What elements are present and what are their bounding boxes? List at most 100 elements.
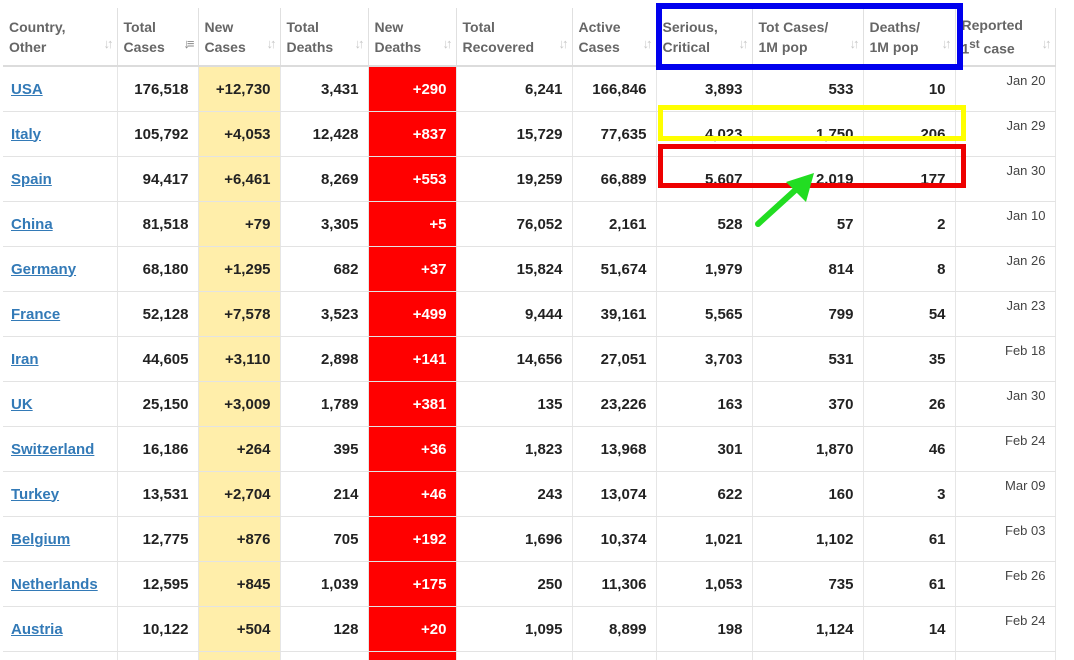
header-serious-critical[interactable]: Serious,Critical↓↑ bbox=[656, 8, 752, 66]
total-deaths-cell: 705 bbox=[280, 517, 368, 562]
sort-icon[interactable]: ↓↑ bbox=[559, 34, 566, 54]
new-cases-cell: +7,578 bbox=[198, 292, 280, 337]
active-cases-cell: 13,074 bbox=[572, 472, 656, 517]
country-link[interactable]: Netherlands bbox=[11, 576, 98, 593]
sort-icon[interactable]: ↓↑ bbox=[643, 34, 650, 54]
deaths-per-1m-cell: 206 bbox=[863, 112, 955, 157]
country-cell: USA bbox=[3, 66, 117, 112]
total-cases-cell: 12,595 bbox=[117, 562, 198, 607]
sort-desc-icon[interactable]: ↓≡ bbox=[183, 34, 191, 54]
total-recovered-cell bbox=[456, 652, 572, 660]
new-cases-cell: +845 bbox=[198, 562, 280, 607]
deaths-per-1m-cell: 54 bbox=[863, 292, 955, 337]
country-cell: Spain bbox=[3, 157, 117, 202]
deaths-per-1m-cell: 26 bbox=[863, 382, 955, 427]
country-link[interactable]: China bbox=[11, 216, 53, 233]
deaths-per-1m-cell: 46 bbox=[863, 427, 955, 472]
total-cases-cell: 44,605 bbox=[117, 337, 198, 382]
reported-first-case-cell: Feb 26 bbox=[955, 562, 1055, 607]
total-cases-cell: 16,186 bbox=[117, 427, 198, 472]
sort-icon[interactable]: ↓↑ bbox=[355, 34, 362, 54]
serious-critical-cell bbox=[656, 652, 752, 660]
total-recovered-cell: 15,824 bbox=[456, 247, 572, 292]
country-link[interactable]: USA bbox=[11, 81, 43, 98]
new-deaths-cell: +36 bbox=[368, 427, 456, 472]
header-tot-cases-per-1m[interactable]: Tot Cases/1M pop↓↑ bbox=[752, 8, 863, 66]
country-link[interactable]: Italy bbox=[11, 126, 41, 143]
sort-icon[interactable]: ↓↑ bbox=[850, 34, 857, 54]
total-recovered-cell: 19,259 bbox=[456, 157, 572, 202]
new-cases-cell: +3,009 bbox=[198, 382, 280, 427]
header-deaths-per-1m[interactable]: Deaths/1M pop↓↑ bbox=[863, 8, 955, 66]
new-deaths-cell: +381 bbox=[368, 382, 456, 427]
tot-cases-per-1m-cell bbox=[752, 652, 863, 660]
active-cases-cell: 39,161 bbox=[572, 292, 656, 337]
country-link[interactable]: Switzerland bbox=[11, 441, 94, 458]
country-cell bbox=[3, 652, 117, 660]
total-deaths-cell: 682 bbox=[280, 247, 368, 292]
country-link[interactable]: Iran bbox=[11, 351, 39, 368]
sort-icon[interactable]: ↓↑ bbox=[443, 34, 450, 54]
country-link[interactable]: UK bbox=[11, 396, 33, 413]
deaths-per-1m-cell: 61 bbox=[863, 517, 955, 562]
tot-cases-per-1m-cell: 799 bbox=[752, 292, 863, 337]
new-cases-cell: +79 bbox=[198, 202, 280, 247]
tot-cases-per-1m-cell: 814 bbox=[752, 247, 863, 292]
active-cases-cell: 66,889 bbox=[572, 157, 656, 202]
total-deaths-cell: 214 bbox=[280, 472, 368, 517]
total-recovered-cell: 15,729 bbox=[456, 112, 572, 157]
active-cases-cell: 10,374 bbox=[572, 517, 656, 562]
country-cell: China bbox=[3, 202, 117, 247]
sort-icon[interactable]: ↓↑ bbox=[267, 34, 274, 54]
country-link[interactable]: France bbox=[11, 306, 60, 323]
header-country[interactable]: Country,Other↓↑ bbox=[3, 8, 117, 66]
reported-first-case-cell: Mar 09 bbox=[955, 472, 1055, 517]
reported-first-case-cell: Feb 24 bbox=[955, 427, 1055, 472]
total-deaths-cell: 1,039 bbox=[280, 562, 368, 607]
reported-first-case-cell: Jan 30 bbox=[955, 382, 1055, 427]
new-deaths-cell: +5 bbox=[368, 202, 456, 247]
tot-cases-per-1m-cell: 1,124 bbox=[752, 607, 863, 652]
total-cases-cell: 94,417 bbox=[117, 157, 198, 202]
active-cases-cell bbox=[572, 652, 656, 660]
tot-cases-per-1m-cell: 1,102 bbox=[752, 517, 863, 562]
new-deaths-cell: +499 bbox=[368, 292, 456, 337]
tot-cases-per-1m-cell: 160 bbox=[752, 472, 863, 517]
country-link[interactable]: Turkey bbox=[11, 486, 59, 503]
country-link[interactable]: Germany bbox=[11, 261, 76, 278]
tot-cases-per-1m-cell: 531 bbox=[752, 337, 863, 382]
sort-icon[interactable]: ↓↑ bbox=[739, 34, 746, 54]
new-cases-cell: +4,053 bbox=[198, 112, 280, 157]
serious-critical-cell: 3,893 bbox=[656, 66, 752, 112]
country-link[interactable]: Belgium bbox=[11, 531, 70, 548]
new-deaths-cell: +553 bbox=[368, 157, 456, 202]
serious-critical-cell: 4,023 bbox=[656, 112, 752, 157]
country-link[interactable]: Austria bbox=[11, 621, 63, 638]
active-cases-cell: 8,899 bbox=[572, 607, 656, 652]
total-cases-cell: 81,518 bbox=[117, 202, 198, 247]
total-deaths-cell: 2,898 bbox=[280, 337, 368, 382]
country-cell: Turkey bbox=[3, 472, 117, 517]
sort-icon[interactable]: ↓↑ bbox=[942, 34, 949, 54]
total-deaths-cell: 3,523 bbox=[280, 292, 368, 337]
green-arrow-icon bbox=[750, 170, 820, 232]
country-link[interactable]: Spain bbox=[11, 171, 52, 188]
sort-icon[interactable]: ↓↑ bbox=[104, 34, 111, 54]
sort-icon[interactable]: ↓↑ bbox=[1042, 34, 1049, 54]
new-cases-cell bbox=[198, 652, 280, 660]
deaths-per-1m-cell: 10 bbox=[863, 66, 955, 112]
